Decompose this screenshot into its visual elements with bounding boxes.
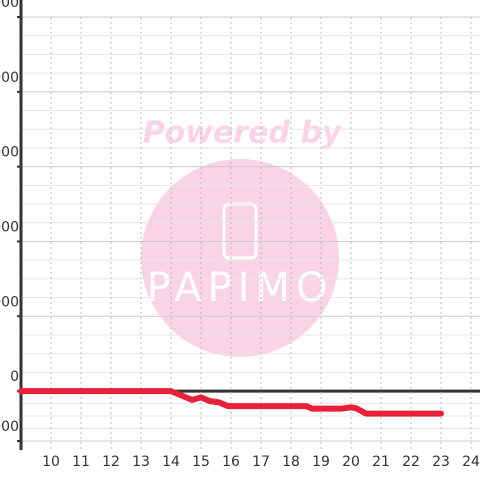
x-tick-label: 21 bbox=[372, 454, 390, 470]
y-tick-label: 30,000 bbox=[0, 294, 19, 310]
watermark: Powered by PAPIMO bbox=[141, 116, 343, 357]
x-tick-label: 12 bbox=[102, 454, 120, 470]
x-tick-label: 23 bbox=[432, 454, 450, 470]
x-tick-label: 24 bbox=[462, 454, 480, 470]
x-tick-label: 19 bbox=[312, 454, 330, 470]
x-tick-label: 14 bbox=[162, 454, 180, 470]
x-tick-label: 22 bbox=[402, 454, 420, 470]
y-tick-label: 60,000 bbox=[0, 219, 19, 235]
y-tick-label: 90,000 bbox=[0, 145, 19, 161]
x-tick-label: 13 bbox=[132, 454, 150, 470]
x-tick-label: 15 bbox=[192, 454, 210, 470]
y-tick-label: -20,000 bbox=[0, 419, 19, 435]
x-tick-label: 10 bbox=[42, 454, 60, 470]
x-tick-label: 17 bbox=[252, 454, 270, 470]
x-tick-label: 20 bbox=[342, 454, 360, 470]
x-tick-label: 16 bbox=[222, 454, 240, 470]
y-tick-label: 120,000 bbox=[0, 70, 19, 86]
line bbox=[18, 388, 444, 417]
x-tick-label: 11 bbox=[72, 454, 90, 470]
watermark-logo: PAPIMO bbox=[147, 265, 334, 311]
y-tick-label: 150,000 bbox=[0, 0, 19, 11]
y-tick-label: 0 bbox=[10, 369, 19, 385]
watermark-text: Powered by bbox=[143, 116, 343, 151]
x-tick-label: 18 bbox=[282, 454, 300, 470]
